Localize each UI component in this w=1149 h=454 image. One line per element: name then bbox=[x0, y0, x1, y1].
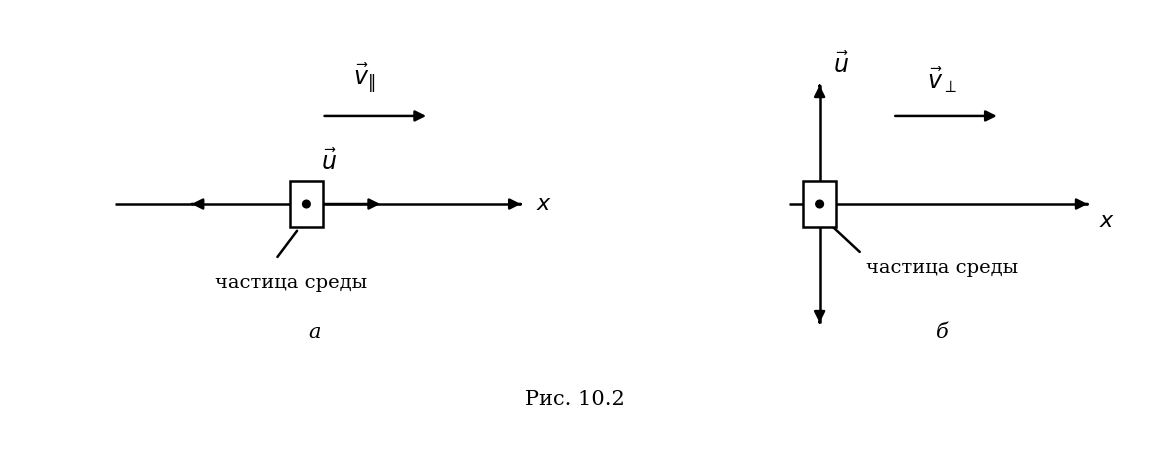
Bar bbox=[803, 181, 836, 227]
Text: $\vec{v}_{\perp}$: $\vec{v}_{\perp}$ bbox=[927, 65, 957, 95]
Text: б: б bbox=[935, 323, 949, 342]
Text: $x$: $x$ bbox=[1100, 210, 1116, 232]
Text: а: а bbox=[308, 323, 321, 342]
Text: частица среды: частица среды bbox=[215, 275, 368, 292]
Bar bbox=[290, 181, 323, 227]
Text: $x$: $x$ bbox=[537, 193, 553, 215]
Text: $\vec{v}_{\|}$: $\vec{v}_{\|}$ bbox=[353, 61, 375, 95]
Text: частица среды: частица среды bbox=[865, 259, 1018, 277]
Text: Рис. 10.2: Рис. 10.2 bbox=[525, 390, 624, 409]
Circle shape bbox=[302, 200, 310, 208]
Text: $\vec{u}$: $\vec{u}$ bbox=[322, 149, 338, 175]
Text: $\vec{u}$: $\vec{u}$ bbox=[833, 52, 849, 78]
Circle shape bbox=[816, 200, 824, 208]
